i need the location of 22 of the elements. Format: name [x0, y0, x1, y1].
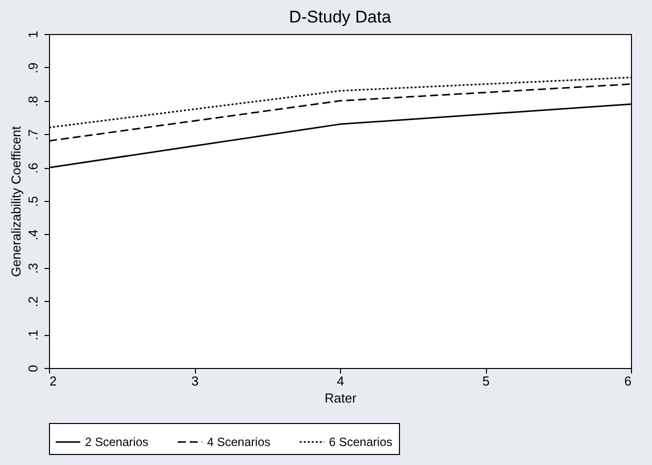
- y-tick-label: .1: [26, 330, 40, 341]
- y-tick-label: 0: [26, 364, 40, 372]
- x-tick-label: 6: [624, 374, 632, 388]
- y-tick-label: .3: [26, 262, 40, 274]
- legend-label: 6 Scenarios: [329, 435, 392, 449]
- x-tick-label: 2: [50, 374, 57, 388]
- y-tick-label: .7: [26, 129, 40, 140]
- legend-label: 2 Scenarios: [85, 435, 148, 449]
- x-axis-title: Rater: [324, 390, 358, 406]
- y-tick-label: .2: [26, 296, 40, 308]
- y-axis-title: Generalizability Coefficent: [8, 126, 24, 277]
- x-tick-label: 5: [482, 374, 490, 388]
- x-tick-label: 4: [336, 374, 344, 388]
- y-tick-label: .9: [26, 62, 40, 74]
- y-tick-label: .6: [26, 162, 40, 174]
- legend-label: 4 Scenarios: [207, 435, 270, 449]
- y-tick-label: .8: [26, 96, 40, 107]
- y-tick-label: .4: [26, 229, 40, 240]
- chart-title: D-Study Data: [288, 7, 392, 26]
- x-tick-label: 3: [191, 374, 199, 388]
- y-tick-label: .5: [26, 196, 40, 207]
- y-tick-label: 1: [26, 30, 40, 38]
